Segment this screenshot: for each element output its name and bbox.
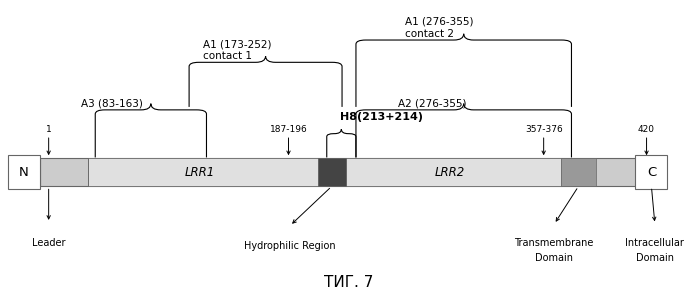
Text: ΤИГ. 7: ΤИГ. 7 <box>325 275 373 290</box>
Text: A2 (276-355): A2 (276-355) <box>398 98 466 108</box>
Text: A1 (173-252)
contact 1: A1 (173-252) contact 1 <box>203 39 272 61</box>
Text: H8(213+214): H8(213+214) <box>340 112 423 122</box>
FancyBboxPatch shape <box>346 158 561 186</box>
Text: 420: 420 <box>638 125 655 134</box>
FancyBboxPatch shape <box>318 158 346 186</box>
Text: Hydrophilic Region: Hydrophilic Region <box>244 241 336 251</box>
Text: C: C <box>647 166 656 179</box>
Text: 1: 1 <box>46 125 52 134</box>
Text: Intracellular: Intracellular <box>625 238 684 248</box>
FancyBboxPatch shape <box>88 158 318 186</box>
FancyBboxPatch shape <box>40 158 658 186</box>
FancyBboxPatch shape <box>561 158 596 186</box>
Text: LRR1: LRR1 <box>184 166 215 179</box>
Text: LRR2: LRR2 <box>435 166 465 179</box>
Text: A1 (276-355)
contact 2: A1 (276-355) contact 2 <box>405 17 473 38</box>
Text: A3 (83-163): A3 (83-163) <box>82 98 143 108</box>
Text: N: N <box>19 166 29 179</box>
Text: Transmembrane: Transmembrane <box>514 238 594 248</box>
Text: Domain: Domain <box>636 253 674 262</box>
Text: Domain: Domain <box>535 253 573 262</box>
Text: 187-196: 187-196 <box>269 125 307 134</box>
Text: 357-376: 357-376 <box>525 125 563 134</box>
Text: Leader: Leader <box>32 238 66 248</box>
FancyBboxPatch shape <box>8 155 40 189</box>
FancyBboxPatch shape <box>635 155 667 189</box>
